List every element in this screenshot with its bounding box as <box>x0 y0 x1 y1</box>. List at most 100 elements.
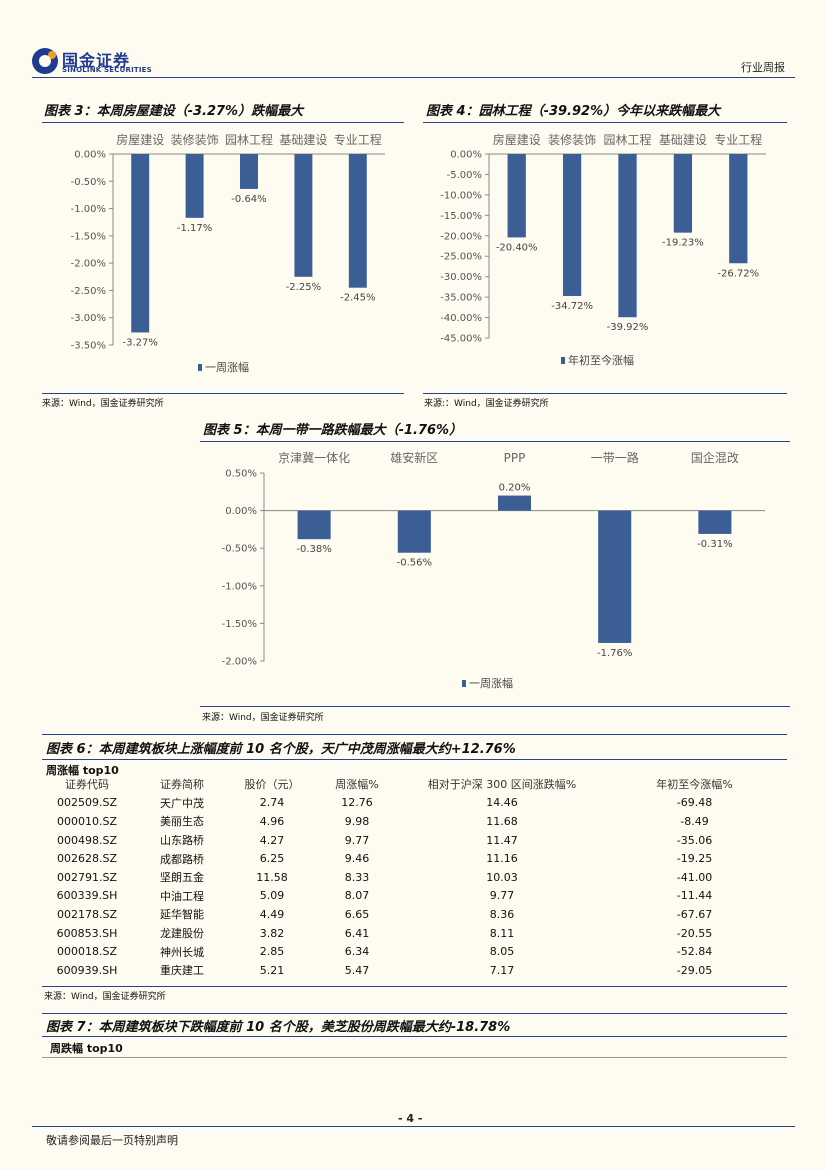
table-row: 000010.SZ 美丽生态 4.96 9.98 11.68 -8.49 <box>42 812 787 831</box>
table-cell: -11.44 <box>676 889 713 903</box>
table-cell: -8.49 <box>680 814 709 828</box>
y-tick-label: -1.00% <box>222 581 257 592</box>
table-cell: 2.85 <box>259 945 285 959</box>
legend-label: 一周涨幅 <box>205 361 249 374</box>
table-cell: 11.16 <box>486 852 518 866</box>
table7-top-rule <box>42 1013 787 1014</box>
table-cell: -35.06 <box>676 833 713 847</box>
chart4-source: 来源:：Wind，国金证券研究所 <box>424 399 549 409</box>
bar <box>240 154 258 189</box>
y-tick-label: -3.50% <box>71 341 106 352</box>
bar <box>698 510 732 534</box>
bar <box>397 510 431 553</box>
table-cell: -20.55 <box>676 926 713 940</box>
y-tick-label: -2.00% <box>71 259 106 270</box>
y-tick-label: -25.00% <box>440 252 482 263</box>
table-cell: 6.41 <box>344 926 370 940</box>
chart4-top-rule <box>423 122 787 123</box>
logo-cn: 国金证券 <box>62 51 131 70</box>
y-tick-label: -1.50% <box>71 231 106 242</box>
table-cell: 9.77 <box>344 833 370 847</box>
table-row: 600339.SH 中油工程 5.09 8.07 9.77 -11.44 <box>42 887 787 906</box>
table-cell: 3.82 <box>259 926 285 940</box>
data-label: -39.92% <box>607 322 649 333</box>
category-label: 雄安新区 <box>390 450 438 465</box>
y-tick-label: -5.00% <box>447 170 482 181</box>
table-cell: 6.34 <box>344 945 370 959</box>
legend-swatch <box>561 357 565 364</box>
data-label: -2.25% <box>286 282 321 293</box>
th-code: 证券代码 <box>65 778 109 792</box>
table-cell: 成都路桥 <box>160 852 204 866</box>
table-cell: 14.46 <box>486 796 518 810</box>
table-row: 002178.SZ 延华智能 4.49 6.65 8.36 -67.67 <box>42 905 787 924</box>
table-cell: 7.17 <box>489 963 515 977</box>
table-cell: 8.33 <box>344 870 370 884</box>
bar <box>185 154 204 218</box>
chart5-source: 来源：Wind，国金证券研究所 <box>202 713 324 723</box>
table-cell: -29.05 <box>676 963 713 977</box>
table6-bottom-rule <box>42 986 787 987</box>
table-cell: 11.68 <box>486 814 518 828</box>
bar <box>598 510 632 643</box>
table-cell: 4.96 <box>259 814 285 828</box>
data-label: 0.20% <box>499 483 531 494</box>
table-cell: -52.84 <box>676 945 713 959</box>
bar <box>729 154 748 264</box>
category-label: 基础建设 <box>659 133 707 147</box>
data-label: -34.72% <box>551 301 593 312</box>
category-label: 园林工程 <box>603 132 651 147</box>
table7-title-rule <box>42 1036 787 1037</box>
data-label: -2.45% <box>340 293 375 304</box>
chart5: 0.50% 0.00% -0.50% -1.00% -1.50% -2.00% 京津冀一体化… <box>222 450 765 690</box>
table-cell: 000010.SZ <box>56 814 117 828</box>
y-tick-label: -1.50% <box>222 619 257 630</box>
chart5-top-rule <box>200 441 790 442</box>
data-label: -0.56% <box>397 558 432 569</box>
category-label: PPP <box>504 451 526 465</box>
table-cell: 8.05 <box>489 945 515 959</box>
table-cell: -41.00 <box>676 870 713 884</box>
company-logo-icon <box>32 48 58 74</box>
header-rule <box>32 77 795 78</box>
table-row: 000498.SZ 山东路桥 4.27 9.77 11.47 -35.06 <box>42 831 787 850</box>
category-label: 装修装饰 <box>171 132 219 147</box>
table-cell: 9.46 <box>344 852 370 866</box>
data-label: -20.40% <box>496 242 538 253</box>
data-label: -1.17% <box>177 223 212 234</box>
table6-top-rule <box>42 734 787 735</box>
table6-header-row: 证券代码 证券简称 股价（元） 周涨幅% 相对于沪深 300 区间涨跌幅% 年初… <box>42 775 787 794</box>
chart4-title: 图表 4：园林工程（-39.92%）今年以来跌幅最大 <box>426 104 721 119</box>
table-cell: 600853.SH <box>56 926 118 940</box>
table-cell: 4.27 <box>259 833 285 847</box>
table7-sub-rule <box>42 1057 787 1058</box>
footer-rule <box>32 1126 795 1127</box>
table6-title-rule <box>42 759 787 760</box>
table-cell: 4.49 <box>259 907 285 921</box>
category-label: 京津冀一体化 <box>278 451 350 465</box>
table-cell: 坚朗五金 <box>160 871 204 885</box>
table-cell: 8.07 <box>344 889 370 903</box>
bar <box>562 154 582 296</box>
chart3-source: 来源：Wind，国金证券研究所 <box>42 399 164 409</box>
chart3-top-rule <box>42 122 404 123</box>
th-week: 周涨幅% <box>335 778 379 792</box>
table-cell: -19.25 <box>676 852 713 866</box>
logo-en: SINOLINK SECURITIES <box>62 66 152 74</box>
legend-swatch <box>462 680 466 687</box>
table-cell: 神州长城 <box>160 945 204 959</box>
table-row: 002509.SZ 天广中茂 2.74 12.76 14.46 -69.48 <box>42 794 787 813</box>
table-row: 600939.SH 重庆建工 5.21 5.47 7.17 -29.05 <box>42 961 787 980</box>
table-cell: 10.03 <box>486 870 518 884</box>
table-cell: 6.65 <box>344 907 370 921</box>
data-label: -26.72% <box>717 268 759 279</box>
category-label: 专业工程 <box>334 132 382 147</box>
bar <box>673 154 693 233</box>
chart4: 0.00% -5.00% -10.00% -15.00% -20.00% -25.00% -… <box>440 132 766 367</box>
table-cell: 5.09 <box>259 889 285 903</box>
bar <box>348 154 367 288</box>
table-row: 600853.SH 龙建股份 3.82 6.41 8.11 -20.55 <box>42 924 787 943</box>
category-label: 园林工程 <box>225 132 273 147</box>
bar <box>294 154 313 277</box>
bar <box>618 154 637 318</box>
